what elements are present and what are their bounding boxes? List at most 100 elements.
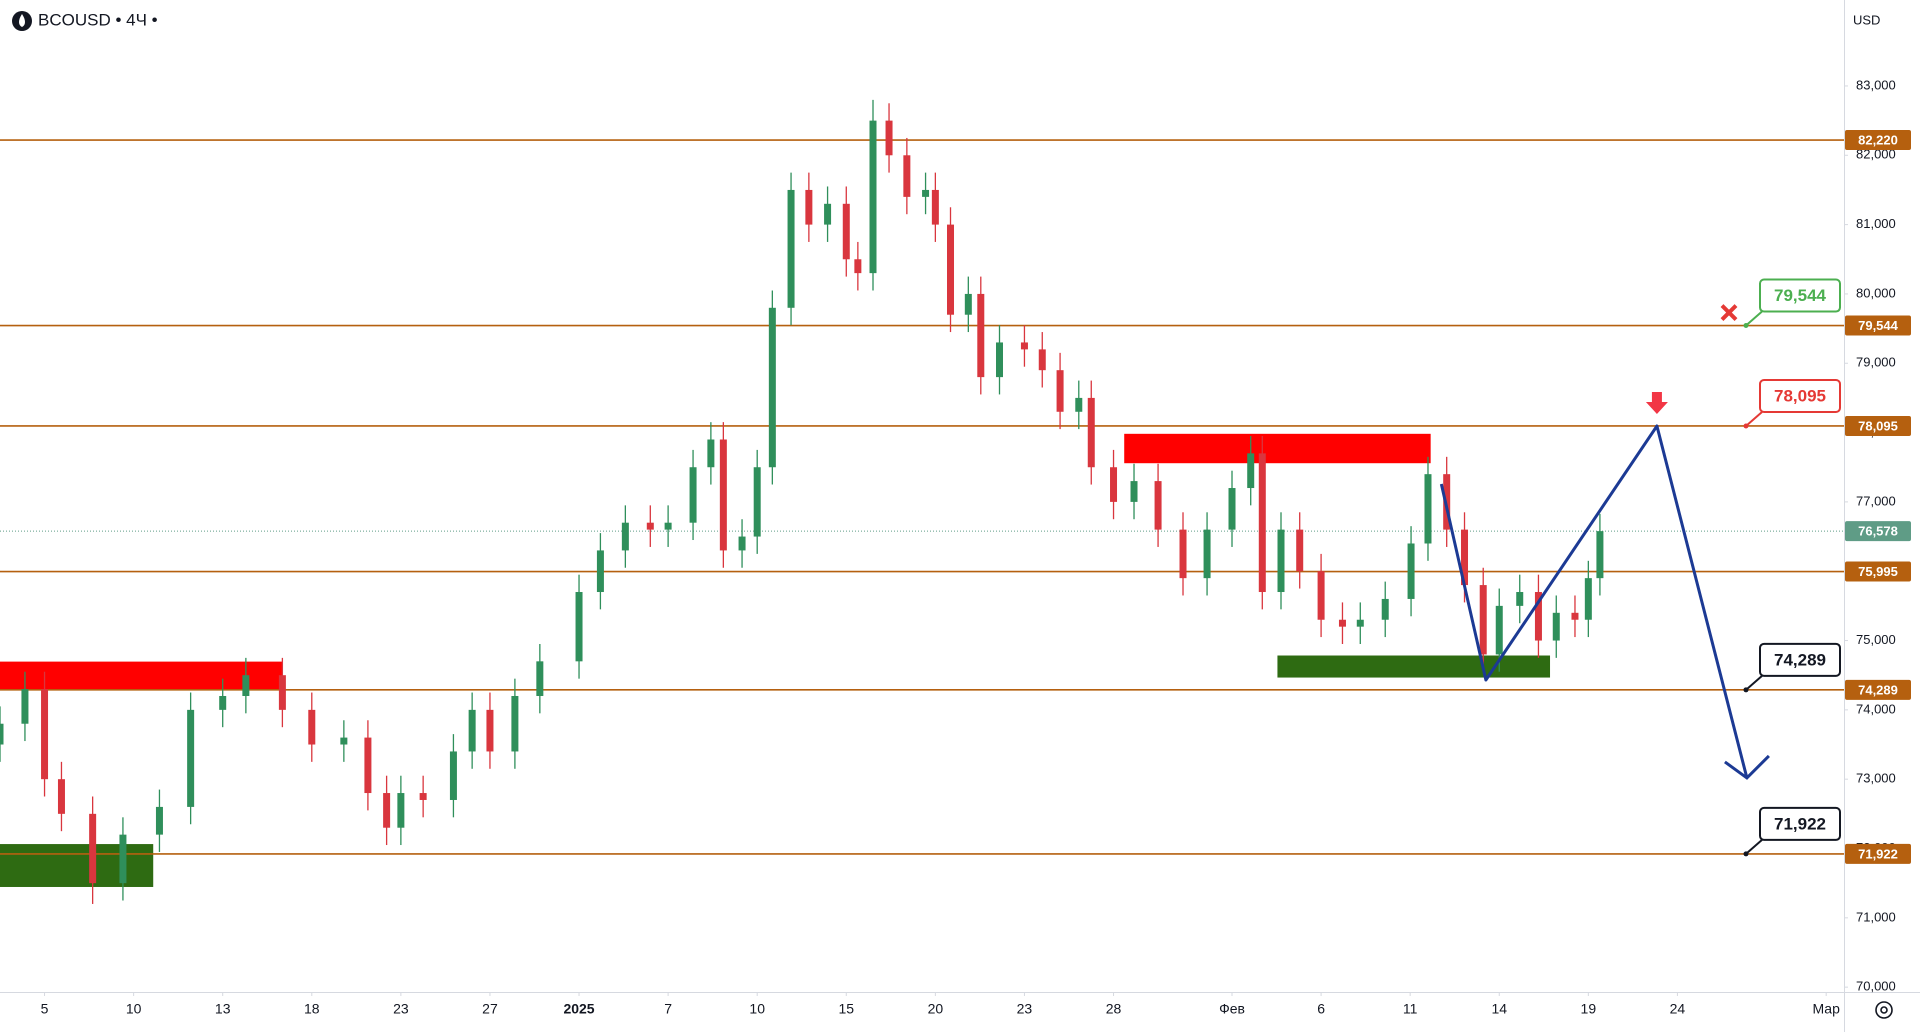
x-tick-label: 23 <box>393 1001 409 1017</box>
candle-body <box>1179 529 1187 579</box>
candle-body <box>1258 453 1266 593</box>
level-price-box <box>1845 130 1911 151</box>
projection-arrowhead <box>1724 754 1770 780</box>
x-tick-label: 11 <box>1403 1001 1418 1017</box>
gear-inner[interactable] <box>1880 1006 1888 1014</box>
candle-body <box>486 709 494 752</box>
candle-body <box>1056 370 1064 412</box>
chart-title: BCOUSD • 4Ч • <box>38 10 158 29</box>
gear-outer[interactable] <box>1875 1001 1893 1019</box>
candle-body <box>596 550 604 593</box>
x-tick-label: 10 <box>749 1001 765 1017</box>
level-price-box <box>1845 679 1911 700</box>
candle-body <box>119 834 127 884</box>
candle-body <box>278 675 286 710</box>
zone <box>1277 655 1551 678</box>
candle-body <box>947 224 955 315</box>
candle-body <box>1516 592 1524 606</box>
candle-body <box>977 293 985 378</box>
candle-body <box>885 120 893 156</box>
level-price-box <box>1845 843 1911 864</box>
x-tick-label: 2025 <box>563 1001 594 1017</box>
y-tick-label: 79,000 <box>1856 355 1896 370</box>
callout-pointer <box>1745 310 1763 327</box>
y-tick-label: 70,000 <box>1856 979 1896 994</box>
candle-body <box>219 695 227 710</box>
candle-body <box>805 189 813 225</box>
candle-body <box>449 751 457 800</box>
callout-box <box>1759 378 1841 413</box>
cancel-mark <box>1720 304 1738 321</box>
candle-body <box>1381 598 1389 620</box>
level-price-box <box>1845 415 1911 436</box>
candle-body <box>340 737 348 745</box>
x-tick-label: 27 <box>482 1001 498 1017</box>
candle-body <box>1479 585 1487 655</box>
candle-body <box>21 689 29 724</box>
candle-body <box>1461 529 1469 586</box>
candle-body <box>364 737 372 794</box>
candle-body <box>419 793 427 800</box>
projection-line <box>1439 424 1749 779</box>
level-price-label: 78,095 <box>1858 418 1898 433</box>
settings-icon[interactable] <box>1875 1001 1893 1019</box>
candle-body <box>1277 529 1285 593</box>
candle-body <box>1571 612 1579 620</box>
candle-body <box>1020 342 1028 350</box>
x-tick-label: 28 <box>1106 1001 1122 1017</box>
candle-body <box>931 189 939 225</box>
candle-body <box>511 695 519 752</box>
x-tick-label: 15 <box>838 1001 854 1017</box>
candle-body <box>242 675 250 696</box>
candle-body <box>738 536 746 551</box>
x-tick-label: 20 <box>928 1001 944 1017</box>
candle-body <box>1534 592 1542 641</box>
callout-pointer <box>1745 839 1763 855</box>
candle-body <box>1407 543 1415 599</box>
x-tick-label: 18 <box>304 1001 320 1017</box>
candle-body <box>842 203 850 260</box>
candle-body <box>1296 529 1304 572</box>
candle-body <box>1317 571 1325 620</box>
candle-body <box>903 155 911 197</box>
candle-body <box>155 806 163 835</box>
y-tick-label: 77,000 <box>1856 493 1896 508</box>
level-price-box <box>1845 315 1911 336</box>
y-tick-label: 74,000 <box>1856 701 1896 716</box>
candle-body <box>621 522 629 551</box>
candle-body <box>0 723 4 745</box>
candle-body <box>308 709 316 745</box>
y-tick-label: 80,000 <box>1856 285 1896 300</box>
candle-body <box>1424 474 1432 544</box>
x-tick-label: Мар <box>1812 1001 1840 1017</box>
candle-body <box>1596 531 1604 579</box>
candle-body <box>824 203 832 225</box>
x-tick-label: 13 <box>215 1001 231 1017</box>
candle-body <box>996 342 1004 378</box>
y-tick-label: 75,000 <box>1856 632 1896 647</box>
candle-body <box>1338 619 1346 627</box>
currency[interactable]: USD <box>1853 12 1880 27</box>
x-tick-label: 10 <box>126 1001 142 1017</box>
candle-body <box>646 522 654 530</box>
x-tick-label: Фев <box>1219 1001 1245 1017</box>
candle-body <box>1130 481 1138 502</box>
callout-label: 71,922 <box>1774 814 1826 833</box>
zone <box>0 661 283 690</box>
candle-body <box>1038 349 1046 371</box>
candle-body <box>1228 488 1236 530</box>
plot: 79,544 78,095 74,289 71,922 <box>0 99 1844 904</box>
candle-body <box>41 689 49 780</box>
symbol-icon-drop <box>19 14 25 27</box>
candle-body <box>1356 619 1364 627</box>
candle-body <box>575 592 583 662</box>
candle-body <box>1495 605 1503 655</box>
candle-body <box>689 467 697 523</box>
candle-body <box>57 779 65 814</box>
candle-body <box>1075 397 1083 412</box>
candle-body <box>536 661 544 696</box>
x-tick-label: 5 <box>41 1001 49 1017</box>
